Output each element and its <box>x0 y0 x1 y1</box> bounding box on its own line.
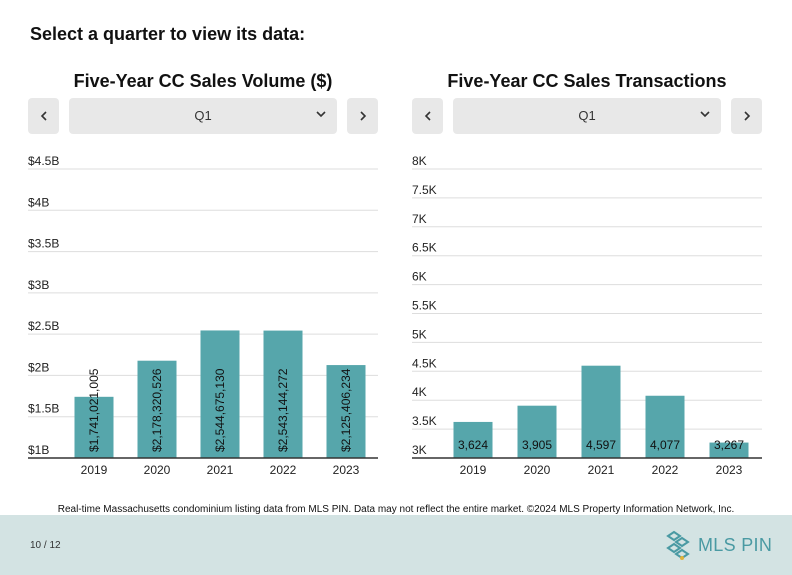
quarter-select-value: Q1 <box>194 108 212 123</box>
y-tick-label: $1B <box>28 443 49 457</box>
logo-mark-icon <box>666 530 690 560</box>
x-tick-label: 2022 <box>652 463 679 477</box>
page-prompt: Select a quarter to view its data: <box>30 24 306 44</box>
bar <box>517 405 557 458</box>
bar <box>263 330 303 458</box>
x-tick-label: 2023 <box>716 463 743 477</box>
y-tick-label: $2.5B <box>28 319 59 333</box>
mls-pin-logo: MLS PIN <box>664 529 772 561</box>
y-tick-label: 7.5K <box>412 183 437 197</box>
data-label: 4,597 <box>586 438 616 452</box>
bar <box>74 396 114 458</box>
quarter-select-volume[interactable]: Q1 <box>69 98 337 134</box>
bar <box>709 442 749 458</box>
y-tick-label: $3B <box>28 278 49 292</box>
data-label: $2,125,406,234 <box>339 368 353 452</box>
prev-quarter-button-transactions[interactable] <box>412 98 443 134</box>
chevron-right-icon <box>359 111 366 121</box>
chevron-left-icon <box>40 111 47 121</box>
page-number: 10 / 12 <box>30 540 61 551</box>
bar <box>453 421 493 458</box>
logo-text: MLS PIN <box>698 534 773 555</box>
y-tick-label: 3.5K <box>412 414 437 428</box>
bar <box>581 365 621 458</box>
bar <box>137 360 177 458</box>
x-tick-label: 2021 <box>207 463 234 477</box>
x-tick-label: 2021 <box>588 463 615 477</box>
chevron-left-icon <box>424 111 431 121</box>
bar <box>326 365 366 458</box>
x-tick-label: 2019 <box>460 463 487 477</box>
next-quarter-button-volume[interactable] <box>347 98 378 134</box>
footnote: Real-time Massachusetts condominium list… <box>57 504 735 515</box>
data-label: 3,267 <box>714 438 744 452</box>
charts-canvas: $1B $1.5B $2B $2.5B $3B $3.5B $4B $4.5B 2019 $1,7… <box>28 154 762 477</box>
y-tick-label: 4.5K <box>412 356 437 370</box>
bar <box>645 395 685 458</box>
x-tick-label: 2019 <box>81 463 108 477</box>
y-tick-label: $3.5B <box>28 237 59 251</box>
prev-quarter-button-volume[interactable] <box>28 98 59 134</box>
y-tick-label: 3K <box>412 443 427 457</box>
y-tick-label: 4K <box>412 385 427 399</box>
quarter-select-value: Q1 <box>578 108 596 123</box>
x-tick-label: 2022 <box>270 463 297 477</box>
y-tick-label: $2B <box>28 360 49 374</box>
y-tick-label: $4B <box>28 195 49 209</box>
y-tick-label: $1.5B <box>28 402 59 416</box>
data-label: $2,178,320,526 <box>150 368 164 452</box>
data-label: $2,543,144,272 <box>276 368 290 452</box>
chevron-right-icon <box>743 111 750 121</box>
chevron-down-icon <box>700 111 710 118</box>
chevron-down-icon <box>316 111 326 118</box>
y-tick-label: $4.5B <box>28 154 59 168</box>
quarter-select-transactions[interactable]: Q1 <box>453 98 721 134</box>
bar <box>200 330 240 458</box>
data-label: 4,077 <box>650 438 680 452</box>
data-label: 3,624 <box>458 438 488 452</box>
y-tick-label: 7K <box>412 212 427 226</box>
x-tick-label: 2020 <box>144 463 171 477</box>
next-quarter-button-transactions[interactable] <box>731 98 762 134</box>
data-label: $2,544,675,130 <box>213 368 227 452</box>
chart-title-volume: Five-Year CC Sales Volume ($) <box>73 71 333 91</box>
y-tick-label: 5.5K <box>412 299 437 313</box>
x-tick-label: 2023 <box>333 463 360 477</box>
chart-title-transactions: Five-Year CC Sales Transactions <box>447 71 727 91</box>
y-tick-label: 5K <box>412 327 427 341</box>
y-tick-label: 6K <box>412 270 427 284</box>
y-tick-label: 8K <box>412 154 427 168</box>
footer: 10 / 12 MLS PIN <box>0 515 792 575</box>
y-tick-label: 6.5K <box>412 241 437 255</box>
x-tick-label: 2020 <box>524 463 551 477</box>
data-label: 3,905 <box>522 438 552 452</box>
data-label: $1,741,021,005 <box>87 368 101 452</box>
